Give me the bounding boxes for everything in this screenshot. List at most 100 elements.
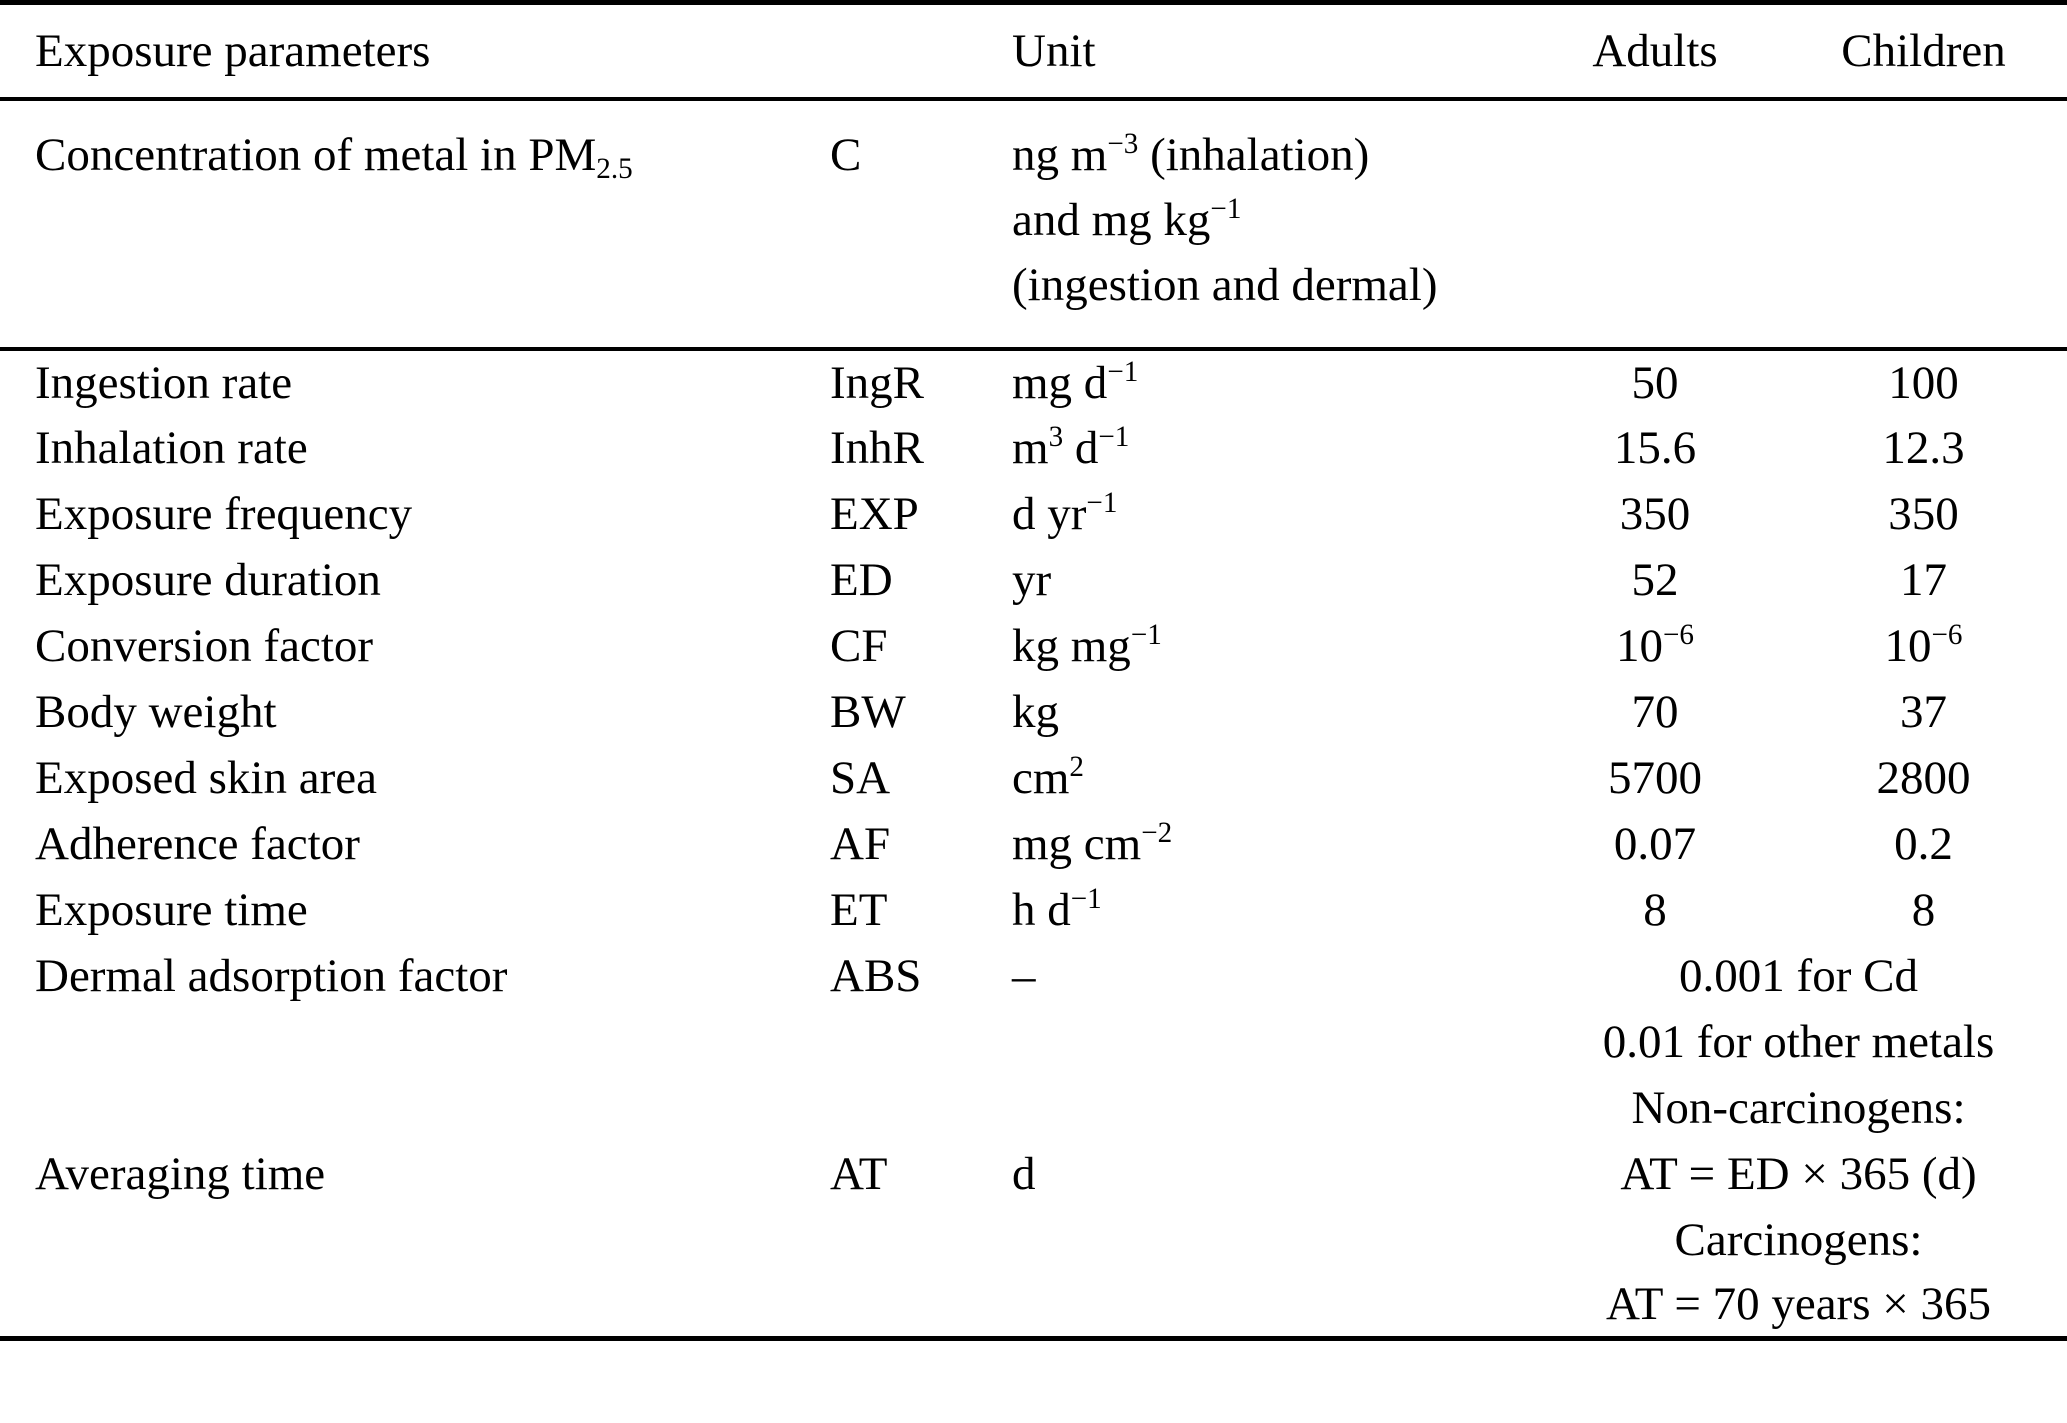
cell-children: 17 <box>1900 553 1947 606</box>
cell-unit: mg cm−2 <box>1012 817 1173 870</box>
table-row: Dermal adsorption factor ABS – 0.001 for Cd <box>0 943 2067 1009</box>
cell-symbol <box>795 1273 975 1339</box>
cell-unit: d <box>1012 1147 1036 1200</box>
table-row: AT = 70 years × 365 <box>0 1273 2067 1339</box>
cell-symbol: ED <box>830 553 893 606</box>
cell-span-value: 0.001 for Cd <box>1679 949 1918 1002</box>
cell-adults: 0.07 <box>1613 817 1697 870</box>
cell-children: 0.2 <box>1894 817 1953 870</box>
cell-symbol <box>795 1207 975 1273</box>
table-row: Body weight BW kg 70 37 <box>0 679 2067 745</box>
cell-parameter <box>0 1207 795 1273</box>
table-row: Exposure time ET h d−1 8 8 <box>0 877 2067 943</box>
table-row: Ingestion rate IngR mg d−1 50 100 <box>0 349 2067 415</box>
cell-unit: cm2 <box>1012 751 1084 804</box>
cell-adults: 52 <box>1631 553 1679 606</box>
cell-parameter <box>0 1075 795 1141</box>
cell-parameter: Averaging time <box>35 1147 326 1200</box>
cell-span-value: Non-carcinogens: <box>1631 1081 1966 1134</box>
cell-unit: d yr−1 <box>1012 487 1118 540</box>
table-row: Exposure duration ED yr 52 17 <box>0 547 2067 613</box>
table-row: Averaging time AT d AT = ED × 365 (d) <box>0 1141 2067 1207</box>
cell-unit: ng m−3 (inhalation) and mg kg−1 (ingestion… <box>975 99 1530 349</box>
cell-adults: 5700 <box>1608 751 1702 804</box>
cell-unit: m3 d−1 <box>1012 421 1130 474</box>
cell-symbol <box>795 1009 975 1075</box>
cell-children: 10−6 <box>1884 619 1963 672</box>
cell-parameter: Body weight <box>35 685 277 738</box>
cell-symbol: SA <box>830 751 891 804</box>
table-row: Inhalation rate InhR m3 d−1 15.6 12.3 <box>0 415 2067 481</box>
cell-parameter: Exposed skin area <box>35 751 377 804</box>
cell-parameter: Ingestion rate <box>35 356 293 409</box>
cell-children: 100 <box>1888 356 1959 409</box>
cell-span-value: AT = 70 years × 365 <box>1605 1278 1992 1331</box>
cell-adults <box>1530 99 1780 349</box>
cell-symbol: AT <box>830 1147 888 1200</box>
cell-symbol: C <box>830 128 862 181</box>
table-row: Exposed skin area SA cm2 5700 2800 <box>0 745 2067 811</box>
cell-parameter <box>0 1273 795 1339</box>
table-row: Conversion factor CF kg mg−1 10−6 10−6 <box>0 613 2067 679</box>
cell-span-value: AT = ED × 365 (d) <box>1620 1147 1977 1200</box>
cell-unit: yr <box>1012 553 1052 606</box>
cell-span-value: 0.01 for other metals <box>1602 1015 1995 1068</box>
exposure-parameters-table: Exposure parameters Unit Adults Children… <box>0 0 2067 1341</box>
cell-unit <box>975 1273 1530 1339</box>
cell-unit: mg d−1 <box>1012 356 1139 409</box>
table-row: 0.01 for other metals <box>0 1009 2067 1075</box>
cell-adults: 15.6 <box>1613 421 1697 474</box>
cell-parameter <box>0 1009 795 1075</box>
header-adults: Adults <box>1592 24 1718 77</box>
cell-adults: 50 <box>1631 356 1679 409</box>
cell-children <box>1780 99 2067 349</box>
cell-parameter: Adherence factor <box>35 817 360 870</box>
unit-line: and mg kg−1 <box>1012 193 1242 246</box>
cell-children: 37 <box>1900 685 1947 738</box>
cell-parameter: Exposure duration <box>35 553 381 606</box>
cell-parameter: Conversion factor <box>35 619 374 672</box>
cell-parameter: Dermal adsorption factor <box>35 949 508 1002</box>
cell-children: 350 <box>1888 487 1959 540</box>
table-row: Non-carcinogens: <box>0 1075 2067 1141</box>
cell-symbol: AF <box>830 817 891 870</box>
cell-parameter: Concentration of metal in PM2.5 <box>35 128 633 185</box>
table-row: Exposure frequency EXP d yr−1 350 350 <box>0 481 2067 547</box>
cell-adults: 350 <box>1619 487 1691 540</box>
cell-symbol: ET <box>830 883 888 936</box>
cell-symbol <box>795 1075 975 1141</box>
cell-children: 2800 <box>1876 751 1971 804</box>
cell-unit <box>975 1075 1530 1141</box>
cell-children: 8 <box>1911 883 1936 936</box>
cell-parameter: Exposure frequency <box>35 487 413 540</box>
header-children: Children <box>1841 24 2006 77</box>
cell-unit <box>975 1207 1530 1273</box>
cell-symbol: BW <box>830 685 906 738</box>
cell-adults: 70 <box>1631 685 1679 738</box>
header-unit: Unit <box>1012 24 1096 77</box>
cell-parameter: Inhalation rate <box>35 421 308 474</box>
cell-unit: h d−1 <box>1012 883 1102 936</box>
cell-span-value: Carcinogens: <box>1674 1213 1923 1266</box>
cell-children: 12.3 <box>1882 421 1965 474</box>
header-symbol-empty <box>795 3 975 99</box>
cell-adults: 10−6 <box>1616 619 1694 672</box>
cell-adults: 8 <box>1643 883 1667 936</box>
unit-line: (ingestion and dermal) <box>1012 258 1438 311</box>
cell-symbol: IngR <box>830 356 924 409</box>
unit-line: ng m−3 (inhalation) <box>1012 128 1370 181</box>
table-row: Adherence factor AF mg cm−2 0.07 0.2 <box>0 811 2067 877</box>
cell-parameter: Exposure time <box>35 883 308 936</box>
cell-unit <box>975 1009 1530 1075</box>
cell-symbol: InhR <box>830 421 924 474</box>
cell-symbol: CF <box>830 619 888 672</box>
table-header-row: Exposure parameters Unit Adults Children <box>0 3 2067 99</box>
cell-symbol: EXP <box>830 487 919 540</box>
header-exposure-parameters: Exposure parameters <box>35 24 431 77</box>
cell-unit: – <box>1012 949 1036 1002</box>
cell-unit: kg <box>1012 685 1059 738</box>
cell-symbol: ABS <box>830 949 922 1002</box>
